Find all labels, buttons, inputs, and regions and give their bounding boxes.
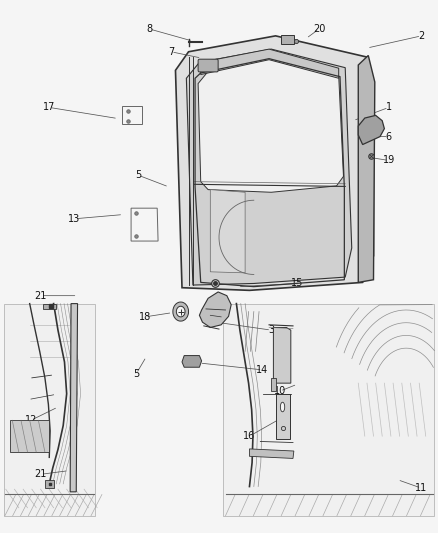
Text: 1: 1 bbox=[386, 102, 392, 112]
Text: 5: 5 bbox=[135, 171, 141, 180]
FancyBboxPatch shape bbox=[281, 35, 294, 44]
Polygon shape bbox=[273, 327, 291, 383]
Polygon shape bbox=[210, 190, 245, 273]
Bar bbox=[43, 304, 56, 309]
Text: 12: 12 bbox=[25, 415, 37, 425]
Polygon shape bbox=[182, 356, 201, 367]
Ellipse shape bbox=[280, 402, 285, 412]
Text: 21: 21 bbox=[34, 290, 47, 301]
Text: 19: 19 bbox=[383, 156, 395, 165]
Text: 20: 20 bbox=[313, 24, 325, 34]
Polygon shape bbox=[186, 49, 352, 285]
Text: 17: 17 bbox=[43, 102, 56, 112]
Text: 2: 2 bbox=[418, 31, 424, 41]
Bar bbox=[10, 420, 49, 452]
Text: 14: 14 bbox=[256, 365, 268, 375]
Polygon shape bbox=[70, 304, 78, 492]
Text: 6: 6 bbox=[386, 132, 392, 142]
Text: 3: 3 bbox=[268, 325, 274, 335]
Polygon shape bbox=[201, 49, 339, 78]
Text: 13: 13 bbox=[68, 214, 81, 224]
Text: 16: 16 bbox=[244, 431, 256, 441]
FancyBboxPatch shape bbox=[198, 59, 218, 72]
Text: 8: 8 bbox=[146, 24, 152, 34]
Text: 5: 5 bbox=[133, 369, 139, 378]
Polygon shape bbox=[4, 304, 95, 516]
Text: 18: 18 bbox=[139, 312, 151, 322]
Polygon shape bbox=[223, 304, 434, 516]
Bar bbox=[271, 378, 276, 391]
Polygon shape bbox=[358, 55, 375, 282]
Polygon shape bbox=[250, 449, 294, 458]
Text: 21: 21 bbox=[34, 470, 47, 479]
Polygon shape bbox=[198, 56, 343, 192]
Polygon shape bbox=[199, 292, 231, 327]
Bar bbox=[276, 394, 290, 439]
Text: 15: 15 bbox=[291, 278, 304, 288]
Bar bbox=[45, 480, 53, 488]
Text: 11: 11 bbox=[415, 483, 427, 493]
Text: 10: 10 bbox=[274, 386, 286, 396]
Polygon shape bbox=[358, 115, 385, 144]
Polygon shape bbox=[176, 36, 374, 290]
Bar bbox=[121, 106, 142, 124]
Text: 7: 7 bbox=[168, 47, 174, 56]
